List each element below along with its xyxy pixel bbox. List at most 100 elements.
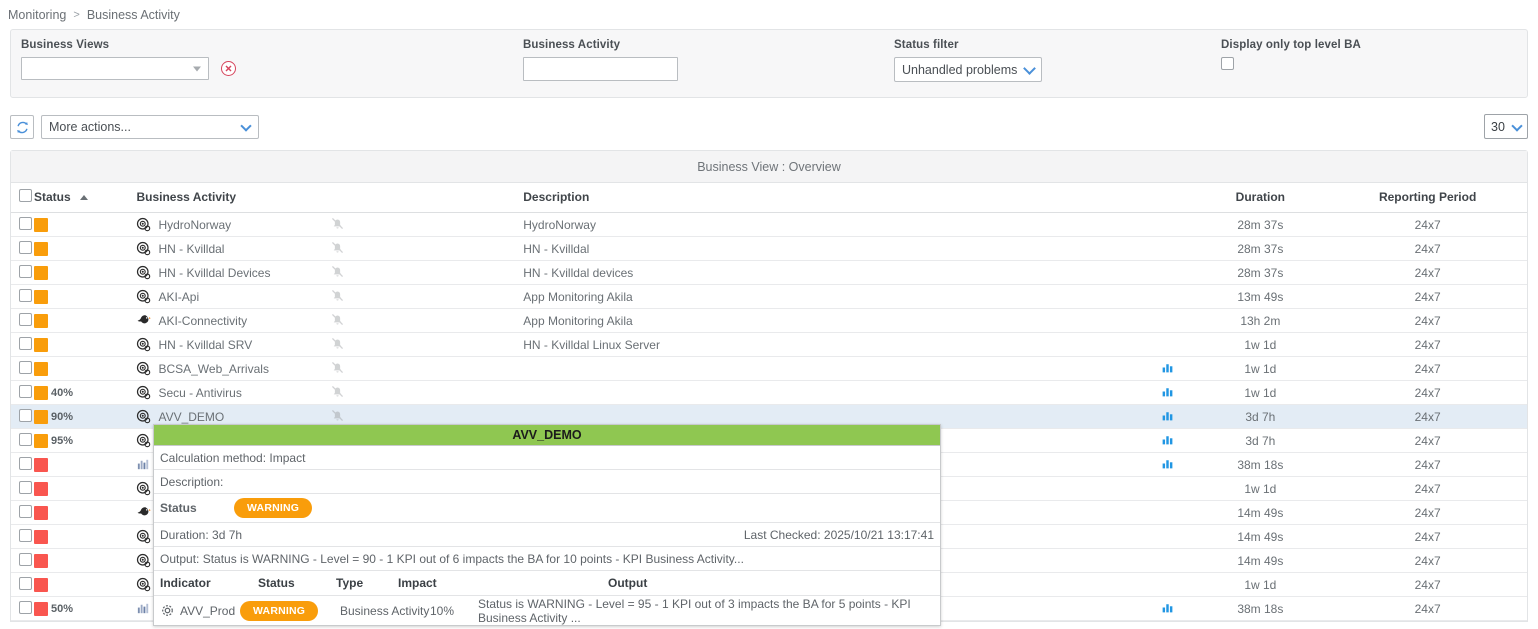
notifications-muted-icon[interactable] bbox=[330, 408, 345, 423]
row-graph-cell bbox=[1093, 404, 1193, 429]
row-select-checkbox[interactable] bbox=[19, 576, 32, 590]
row-business-activity-cell[interactable]: AKI-Connectivity bbox=[136, 308, 330, 333]
table-row[interactable]: 40% Secu - Antivirus 1w 1d 24x7 bbox=[11, 380, 1527, 405]
row-status-cell bbox=[34, 332, 137, 357]
reporting-period-header[interactable]: Reporting Period bbox=[1328, 183, 1527, 213]
performance-graph-icon[interactable] bbox=[1161, 409, 1174, 422]
row-reporting-period-cell: 24x7 bbox=[1328, 260, 1527, 285]
clear-business-views-button[interactable] bbox=[221, 61, 236, 76]
business-activity-input[interactable] bbox=[523, 57, 678, 81]
row-business-activity-cell[interactable]: HN - Kvilldal Devices bbox=[136, 260, 330, 285]
performance-graph-icon[interactable] bbox=[1161, 457, 1174, 470]
table-row[interactable]: HN - Kvilldal HN - Kvilldal 28m 37s 24x7 bbox=[11, 236, 1527, 261]
ba-target-icon bbox=[137, 577, 151, 592]
notifications-muted-icon[interactable] bbox=[330, 384, 345, 399]
row-duration-cell: 14m 49s bbox=[1192, 524, 1329, 549]
row-select-checkbox[interactable] bbox=[19, 504, 32, 518]
table-row[interactable]: HN - Kvilldal Devices HN - Kvilldal devic… bbox=[11, 260, 1527, 285]
indicator-status-col-header: Status bbox=[258, 576, 295, 590]
row-duration-cell: 28m 37s bbox=[1192, 260, 1329, 285]
status-badge bbox=[34, 241, 48, 256]
top-level-ba-checkbox[interactable] bbox=[1221, 57, 1234, 70]
top-level-ba-group: Display only top level BA bbox=[1221, 39, 1361, 73]
row-duration-cell: 3d 7h bbox=[1192, 404, 1329, 429]
row-business-activity-cell[interactable]: HN - Kvilldal SRV bbox=[136, 332, 330, 357]
row-reporting-period-cell: 24x7 bbox=[1328, 380, 1527, 405]
business-views-select[interactable] bbox=[21, 57, 209, 80]
status-header[interactable]: Status bbox=[34, 183, 137, 213]
status-filter-select[interactable]: Unhandled problems bbox=[894, 57, 1043, 82]
row-status-cell bbox=[34, 236, 137, 261]
indicator-impact-col-header: Impact bbox=[398, 576, 437, 590]
breadcrumb-monitoring[interactable]: Monitoring bbox=[8, 7, 67, 22]
notifications-muted-icon[interactable] bbox=[330, 264, 345, 279]
row-business-activity-cell[interactable]: HydroNorway bbox=[136, 212, 330, 237]
row-select-checkbox[interactable] bbox=[19, 336, 32, 350]
row-select-checkbox[interactable] bbox=[19, 288, 32, 302]
notifications-muted-icon[interactable] bbox=[330, 336, 345, 351]
table-row[interactable]: AKI-Api App Monitoring Akila 13m 49s 24x7 bbox=[11, 284, 1527, 309]
performance-graph-icon[interactable] bbox=[1161, 385, 1174, 398]
row-notification-cell bbox=[329, 284, 524, 309]
row-select-checkbox[interactable] bbox=[19, 480, 32, 494]
business-activity-group: Business Activity bbox=[523, 39, 678, 81]
row-description-cell: App Monitoring Akila bbox=[523, 308, 1094, 333]
description-header[interactable]: Description bbox=[523, 183, 1094, 213]
table-row[interactable]: HydroNorway HydroNorway 28m 37s 24x7 bbox=[11, 212, 1527, 237]
notifications-muted-icon[interactable] bbox=[330, 312, 345, 327]
tooltip-description: Description: bbox=[154, 470, 940, 494]
row-graph-cell bbox=[1093, 548, 1193, 573]
performance-graph-icon[interactable] bbox=[1161, 361, 1174, 374]
row-select-checkbox[interactable] bbox=[19, 432, 32, 446]
duration-header[interactable]: Duration bbox=[1192, 183, 1329, 213]
tooltip-status-row: Status WARNING bbox=[154, 494, 940, 523]
row-select-checkbox[interactable] bbox=[19, 408, 32, 422]
row-business-activity-cell[interactable]: Secu - Antivirus bbox=[136, 380, 330, 405]
breadcrumb-business-activity[interactable]: Business Activity bbox=[86, 7, 180, 22]
indicator-col-header: Indicator bbox=[160, 576, 211, 590]
tooltip-status-badge: WARNING bbox=[234, 498, 313, 518]
business-activity-header[interactable]: Business Activity bbox=[136, 183, 524, 213]
row-select-checkbox[interactable] bbox=[19, 216, 32, 230]
sort-ascending-icon bbox=[80, 195, 89, 201]
notifications-muted-icon[interactable] bbox=[330, 216, 345, 231]
row-select-checkbox[interactable] bbox=[19, 528, 32, 542]
select-all-checkbox[interactable] bbox=[19, 189, 32, 202]
row-select-checkbox[interactable] bbox=[19, 240, 32, 254]
status-badge bbox=[34, 265, 48, 280]
row-business-activity-cell[interactable]: BCSA_Web_Arrivals bbox=[136, 356, 330, 381]
row-select-checkbox[interactable] bbox=[19, 264, 32, 278]
row-select-checkbox[interactable] bbox=[19, 384, 32, 398]
tooltip-calculation-method: Calculation method: Impact bbox=[154, 446, 940, 470]
row-business-activity-cell[interactable]: AKI-Api bbox=[136, 284, 330, 309]
page-size-value: 30 bbox=[1491, 119, 1505, 134]
row-graph-cell bbox=[1093, 500, 1193, 525]
performance-graph-icon[interactable] bbox=[1161, 433, 1174, 446]
row-select-checkbox[interactable] bbox=[19, 456, 32, 470]
row-select-checkbox[interactable] bbox=[19, 600, 32, 614]
more-actions-select[interactable]: More actions... bbox=[41, 115, 259, 139]
chevron-down-icon bbox=[1023, 62, 1037, 75]
page-size-select[interactable]: 30 bbox=[1484, 114, 1528, 139]
ba-target-icon bbox=[137, 361, 151, 376]
refresh-button[interactable] bbox=[10, 115, 34, 139]
notifications-muted-icon[interactable] bbox=[330, 360, 345, 375]
row-graph-cell bbox=[1093, 260, 1193, 285]
table-row[interactable]: HN - Kvilldal SRV HN - Kvilldal Linux Ser… bbox=[11, 332, 1527, 357]
tooltip-output-row: Output: Status is WARNING - Level = 90 -… bbox=[154, 547, 940, 571]
row-notification-cell bbox=[329, 356, 524, 381]
notifications-muted-icon[interactable] bbox=[330, 288, 345, 303]
row-status-cell: 50% bbox=[34, 596, 137, 621]
row-select-checkbox[interactable] bbox=[19, 552, 32, 566]
row-select-checkbox[interactable] bbox=[19, 360, 32, 374]
business-views-label: Business Views bbox=[21, 39, 110, 51]
row-business-activity-cell[interactable]: HN - Kvilldal bbox=[136, 236, 330, 261]
table-row[interactable]: BCSA_Web_Arrivals 1w 1d 24x7 bbox=[11, 356, 1527, 381]
performance-graph-icon[interactable] bbox=[1161, 601, 1174, 614]
notifications-muted-icon[interactable] bbox=[330, 240, 345, 255]
row-duration-cell: 13h 2m bbox=[1192, 308, 1329, 333]
select-all-header bbox=[11, 183, 34, 213]
table-row[interactable]: AKI-Connectivity App Monitoring Akila 13h … bbox=[11, 308, 1527, 333]
row-duration-cell: 1w 1d bbox=[1192, 572, 1329, 597]
row-select-checkbox[interactable] bbox=[19, 312, 32, 326]
